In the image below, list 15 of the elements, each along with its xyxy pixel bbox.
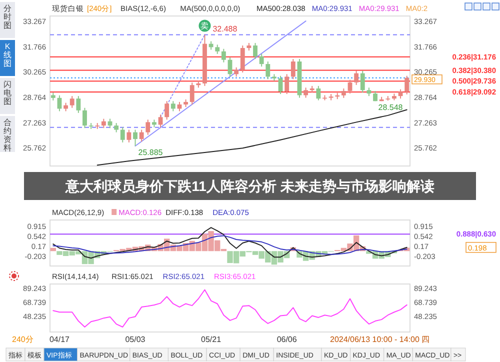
text: 240分 xyxy=(12,335,34,344)
annotation: 25.885 xyxy=(138,148,164,158)
x-tick-label: 05/03 xyxy=(125,335,146,344)
side-tab: 闪电图 xyxy=(0,78,15,114)
badge-icon: 卖 xyxy=(198,20,211,32)
x-tick-label: 04/17 xyxy=(49,335,70,344)
annotation: 32.488 xyxy=(212,24,238,34)
headline-banner: 意大利球员身价下跌11人阵容分析 未来走势与市场影响解读 xyxy=(24,172,476,200)
text: 2024/06/13 10:00 - 14:00 四 xyxy=(330,335,430,344)
x-tick-label: 06/06 xyxy=(276,335,298,344)
side-tab: 分时图 xyxy=(0,2,15,38)
x-tick-label: 05/21 xyxy=(201,335,222,344)
side-tab: 合约资料 xyxy=(0,116,15,152)
side-tab: K线图 xyxy=(0,40,15,76)
annotation: 28.548 xyxy=(378,103,404,112)
